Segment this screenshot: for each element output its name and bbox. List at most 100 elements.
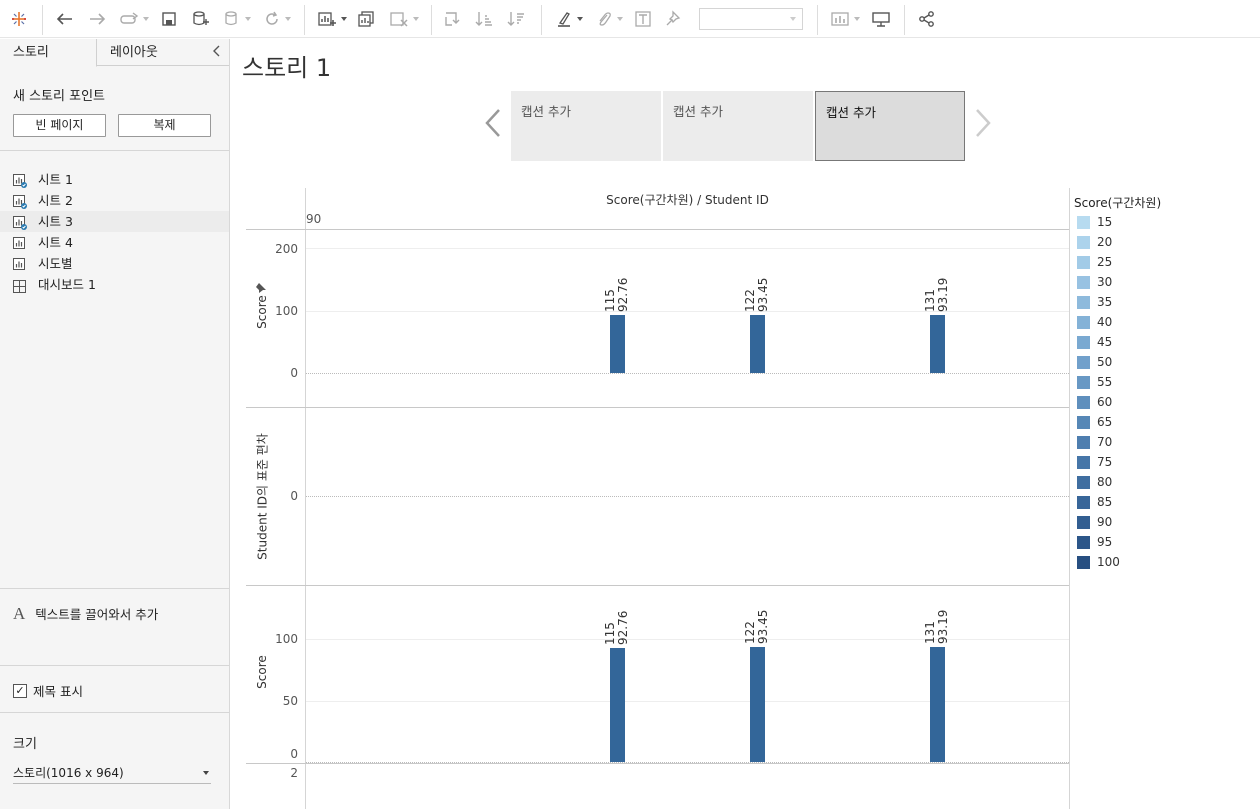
swap-icon[interactable] <box>441 8 463 30</box>
group-icon[interactable] <box>592 8 626 30</box>
sheet-item[interactable]: 대시보드 1 <box>0 274 229 295</box>
bar-mark[interactable] <box>930 315 945 373</box>
show-labels-icon[interactable] <box>632 8 654 30</box>
legend-item[interactable]: 60 <box>1077 395 1112 409</box>
legend-item[interactable]: 65 <box>1077 415 1112 429</box>
bar-mark[interactable] <box>610 647 625 762</box>
bar-category-label: 122 <box>743 289 757 313</box>
legend-item[interactable]: 100 <box>1077 555 1120 569</box>
refresh-icon[interactable] <box>259 8 295 30</box>
fit-dropdown[interactable] <box>699 8 803 30</box>
y-tick: 50 <box>282 694 298 708</box>
worksheet-icon <box>13 236 26 249</box>
bar-mark[interactable] <box>750 647 765 762</box>
legend-label: 90 <box>1097 515 1113 529</box>
legend-swatch <box>1077 435 1090 449</box>
legend-item[interactable]: 40 <box>1077 315 1112 329</box>
legend-title[interactable]: Score(구간차원) <box>1074 196 1162 210</box>
new-worksheet-icon[interactable] <box>314 8 350 30</box>
sort-ascending-icon[interactable] <box>473 8 495 30</box>
legend-label: 60 <box>1097 395 1113 409</box>
legend-item[interactable]: 85 <box>1077 495 1112 509</box>
tab-story[interactable]: 스토리 <box>0 39 97 67</box>
show-title-checkbox[interactable]: ✓ <box>13 683 27 698</box>
legend-item[interactable]: 25 <box>1077 255 1112 269</box>
legend-label: 20 <box>1097 235 1113 249</box>
blank-page-button[interactable]: 빈 페이지 <box>13 114 106 137</box>
legend-swatch <box>1077 395 1090 409</box>
legend-item[interactable]: 95 <box>1077 535 1112 549</box>
highlight-icon[interactable] <box>552 8 586 30</box>
legend-item[interactable]: 20 <box>1077 235 1112 249</box>
worksheet-icon <box>13 215 27 230</box>
story-point-caption: 캡션 추가 <box>521 104 571 119</box>
new-story-point-title: 새 스토리 포인트 <box>13 89 105 104</box>
bar-mark[interactable] <box>610 315 625 373</box>
duplicate-sheet-icon[interactable] <box>355 8 377 30</box>
next-point-icon[interactable] <box>975 108 991 138</box>
legend-label: 95 <box>1097 535 1113 549</box>
tab-layout[interactable]: 레이아웃 <box>110 45 158 60</box>
bottom-axis-tick: 2 <box>290 766 298 780</box>
drag-text-item[interactable]: A 텍스트를 끌어와서 추가 <box>13 604 158 624</box>
legend-label: 100 <box>1097 555 1120 569</box>
worksheet-icon <box>13 194 27 209</box>
legend-item[interactable]: 80 <box>1077 475 1112 489</box>
legend-item[interactable]: 15 <box>1077 215 1112 229</box>
show-title-row[interactable]: ✓ 제목 표시 <box>13 681 83 700</box>
pin-icon[interactable] <box>662 8 684 30</box>
tableau-logo-icon[interactable] <box>8 8 30 30</box>
sheet-item-label: 대시보드 1 <box>38 277 96 292</box>
story-title[interactable]: 스토리 1 <box>242 54 332 82</box>
legend-item[interactable]: 90 <box>1077 515 1112 529</box>
clear-sheet-icon[interactable] <box>386 8 422 30</box>
presentation-icon[interactable] <box>870 8 892 30</box>
legend-label: 40 <box>1097 315 1113 329</box>
pin-icon[interactable] <box>255 282 267 297</box>
bar-mark[interactable] <box>750 315 765 373</box>
legend-item[interactable]: 75 <box>1077 455 1112 469</box>
new-datasource-icon[interactable] <box>189 8 211 30</box>
redo-icon[interactable] <box>86 8 108 30</box>
story-point-2[interactable]: 캡션 추가 <box>663 91 813 161</box>
legend-item[interactable]: 70 <box>1077 435 1112 449</box>
y-tick: 100 <box>275 632 298 646</box>
sheet-item[interactable]: 시트 1 <box>0 169 229 190</box>
sheet-item[interactable]: 시트 2 <box>0 190 229 211</box>
column-header: Score(구간차원) / Student ID <box>606 193 769 207</box>
legend-item[interactable]: 30 <box>1077 275 1112 289</box>
bar-category-label: 115 <box>603 621 617 645</box>
size-select-value: 스토리(1016 x 964) <box>13 766 124 780</box>
undo-icon[interactable] <box>54 8 76 30</box>
legend-item[interactable]: 45 <box>1077 335 1112 349</box>
sheet-item[interactable]: 시트 3 <box>0 211 229 232</box>
pause-updates-icon[interactable] <box>220 8 254 30</box>
size-select[interactable]: 스토리(1016 x 964) <box>13 764 211 784</box>
replay-icon[interactable] <box>116 8 152 30</box>
legend-swatch <box>1077 495 1090 509</box>
duplicate-button[interactable]: 복제 <box>118 114 211 137</box>
y-axis-label: Student ID의 표준 편차 <box>255 433 270 560</box>
bar-value-label: 93.19 <box>936 277 950 313</box>
story-point-3[interactable]: 캡션 추가 <box>815 91 965 161</box>
legend-swatch <box>1077 295 1090 309</box>
legend-label: 50 <box>1097 355 1113 369</box>
sheet-item[interactable]: 시트 4 <box>0 232 229 253</box>
legend-swatch <box>1077 375 1090 389</box>
collapse-panel-icon[interactable] <box>213 45 221 61</box>
y-tick: 0 <box>290 747 298 761</box>
share-icon[interactable] <box>916 8 938 30</box>
sheet-item[interactable]: 시도별 <box>0 253 229 274</box>
sort-descending-icon[interactable] <box>505 8 527 30</box>
y-tick: 0 <box>290 489 298 503</box>
show-me-icon[interactable] <box>827 8 863 30</box>
bar-value-label: 93.45 <box>756 609 770 645</box>
story-point-1[interactable]: 캡션 추가 <box>511 91 661 161</box>
legend-item[interactable]: 50 <box>1077 355 1112 369</box>
prev-point-icon[interactable] <box>485 108 501 138</box>
bar-mark[interactable] <box>930 647 945 762</box>
legend-item[interactable]: 35 <box>1077 295 1112 309</box>
save-icon[interactable] <box>158 8 180 30</box>
legend-item[interactable]: 55 <box>1077 375 1112 389</box>
legend-swatch <box>1077 235 1090 249</box>
